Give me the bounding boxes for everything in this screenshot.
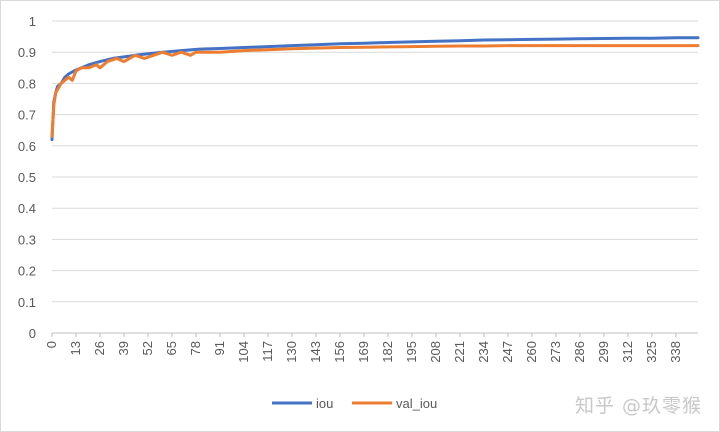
x-tick-label: 143: [308, 341, 323, 363]
x-tick-label: 26: [92, 341, 107, 355]
y-axis: 0 0.1 0.2 0.3 0.4 0.5 0.6 0.7 0.8 0.9 1: [18, 14, 36, 341]
x-tick-label: 39: [116, 341, 131, 355]
x-tick-label: 169: [356, 341, 371, 363]
watermark: 知乎 @玖零猴: [574, 395, 702, 417]
y-tick-label: 0.1: [18, 295, 36, 310]
x-tick-label: 130: [284, 341, 299, 363]
x-tick-label: 312: [620, 341, 635, 363]
x-tick-label: 273: [548, 341, 563, 363]
x-tick-label: 338: [668, 341, 683, 363]
x-tick-label: 13: [68, 341, 83, 355]
x-tick-label: 299: [596, 341, 611, 363]
y-tick-label: 0.6: [18, 139, 36, 154]
y-tick-label: 0.2: [18, 264, 36, 279]
y-tick-label: 0: [29, 326, 36, 341]
y-tick-label: 0.7: [18, 108, 36, 123]
y-tick-label: 0.3: [18, 232, 36, 247]
x-tick-label: 234: [476, 341, 491, 363]
x-tick-label: 104: [236, 341, 251, 363]
legend: iou val_iou: [272, 396, 437, 411]
y-tick-label: 0.4: [18, 201, 36, 216]
x-tick-label: 247: [500, 341, 515, 363]
x-tick-label: 325: [644, 341, 659, 363]
x-tick-label: 260: [524, 341, 539, 363]
x-tick-label: 52: [140, 341, 155, 355]
y-tick-label: 0.5: [18, 170, 36, 185]
x-tick-label: 195: [404, 341, 419, 363]
x-tick-label: 156: [332, 341, 347, 363]
x-tick-label: 78: [188, 341, 203, 355]
x-tick-label: 286: [572, 341, 587, 363]
series-lines: [50, 36, 700, 142]
legend-label-val-iou: val_iou: [396, 396, 437, 411]
legend-label-iou: iou: [316, 396, 333, 411]
x-tick-label: 182: [380, 341, 395, 363]
x-tick-label: 221: [452, 341, 467, 363]
x-tick-label: 117: [260, 341, 275, 362]
series-line-val-iou: [50, 44, 700, 138]
grid-lines: [52, 20, 698, 334]
y-tick-label: 1: [29, 14, 36, 29]
x-tick-label: 0: [44, 341, 59, 348]
series-line-iou: [50, 36, 700, 142]
x-axis: 0 13 26 39 52 65 78 91 104 117 130 143 156 169 182 195 2…: [44, 333, 683, 363]
y-tick-label: 0.8: [18, 76, 36, 91]
x-tick-label: 65: [164, 341, 179, 355]
x-tick-label: 208: [428, 341, 443, 363]
x-tick-label: 91: [212, 341, 227, 355]
y-tick-label: 0.9: [18, 45, 36, 60]
